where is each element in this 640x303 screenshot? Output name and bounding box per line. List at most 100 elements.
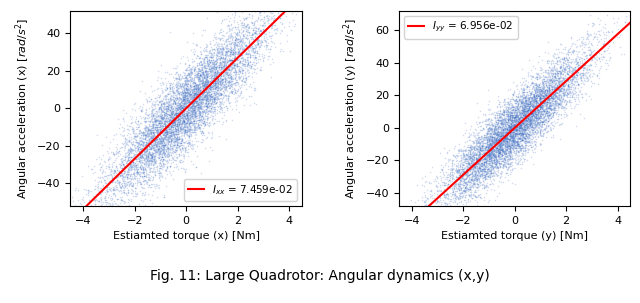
Point xyxy=(186,89,196,94)
Point xyxy=(196,97,206,102)
Point xyxy=(412,241,422,246)
Point xyxy=(515,157,525,162)
Point xyxy=(204,51,214,55)
Point xyxy=(179,93,189,98)
Point xyxy=(190,148,200,153)
Point xyxy=(538,87,548,92)
Point xyxy=(168,80,178,85)
Point xyxy=(515,112,525,117)
Point xyxy=(520,106,530,111)
Point xyxy=(232,64,242,69)
Point xyxy=(174,102,184,107)
Point xyxy=(484,154,495,159)
Point xyxy=(173,116,184,121)
Point xyxy=(524,89,534,94)
Point xyxy=(183,94,193,99)
Point xyxy=(559,75,570,80)
Point xyxy=(515,122,525,127)
Point xyxy=(172,155,182,160)
Point xyxy=(492,144,502,149)
Point xyxy=(473,182,483,187)
Point xyxy=(560,61,570,65)
Point xyxy=(148,125,159,129)
Point xyxy=(476,152,486,157)
Point xyxy=(591,50,602,55)
Point xyxy=(193,92,203,96)
Point xyxy=(150,113,161,118)
Point xyxy=(541,100,552,105)
Point xyxy=(225,58,236,62)
Point xyxy=(164,142,175,147)
Point xyxy=(204,92,214,97)
Point xyxy=(538,91,548,96)
Point xyxy=(541,88,551,92)
Point xyxy=(505,138,515,142)
Point xyxy=(518,106,528,111)
Point xyxy=(513,129,524,134)
Point xyxy=(220,80,230,85)
Point xyxy=(463,161,474,166)
Point xyxy=(508,134,518,139)
Point xyxy=(186,95,196,99)
Point xyxy=(507,114,517,119)
Point xyxy=(129,172,140,177)
Point xyxy=(534,93,545,98)
Point xyxy=(180,128,190,133)
Point xyxy=(188,78,198,83)
Point xyxy=(225,90,236,95)
Point xyxy=(488,139,498,144)
Point xyxy=(234,5,244,9)
Point xyxy=(92,132,102,137)
Point xyxy=(542,105,552,110)
Point xyxy=(519,109,529,114)
Point xyxy=(224,91,234,96)
Point xyxy=(178,121,188,126)
Point xyxy=(495,152,505,157)
Point xyxy=(538,111,548,115)
Point xyxy=(179,154,189,159)
Point xyxy=(568,76,578,81)
Point xyxy=(458,152,468,156)
Point xyxy=(209,100,219,105)
Point xyxy=(201,114,211,119)
Point xyxy=(490,124,500,129)
Point xyxy=(486,168,496,173)
Point xyxy=(257,39,267,44)
Point xyxy=(178,106,188,111)
Point xyxy=(177,93,188,98)
Point xyxy=(202,108,212,113)
Point xyxy=(218,58,228,63)
Point xyxy=(257,0,268,5)
Point xyxy=(158,129,168,134)
Point xyxy=(147,107,157,112)
Point xyxy=(496,130,506,135)
Point xyxy=(558,84,568,88)
Point xyxy=(508,130,518,135)
Point xyxy=(513,118,524,123)
Point xyxy=(173,129,184,134)
Point xyxy=(506,139,516,144)
Point xyxy=(200,75,211,80)
Point xyxy=(163,136,173,141)
Point xyxy=(167,112,177,117)
Point xyxy=(250,8,260,13)
Point xyxy=(243,29,253,34)
Point xyxy=(92,156,102,161)
Point xyxy=(461,164,471,168)
Point xyxy=(554,78,564,83)
Point xyxy=(538,104,548,109)
Point xyxy=(499,115,509,120)
Point xyxy=(268,14,278,18)
Point xyxy=(547,74,557,79)
Point xyxy=(175,128,185,132)
Point xyxy=(191,100,202,105)
Point xyxy=(525,115,536,120)
Point xyxy=(152,131,163,135)
Point xyxy=(195,87,205,92)
Point xyxy=(233,51,243,56)
Point xyxy=(451,174,461,179)
Point xyxy=(495,146,506,151)
Point xyxy=(584,63,594,68)
Point xyxy=(207,59,217,64)
Point xyxy=(172,105,182,110)
